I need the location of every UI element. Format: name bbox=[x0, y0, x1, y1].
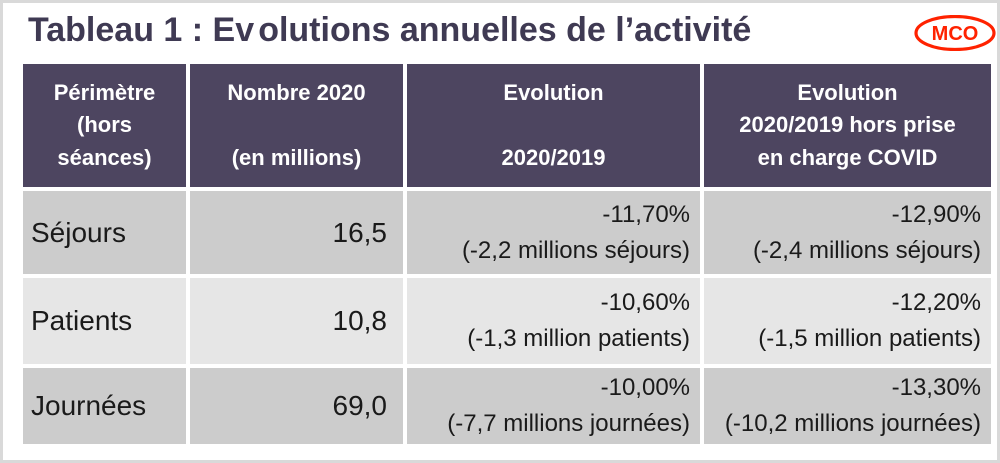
svg-text:MCO: MCO bbox=[932, 23, 979, 45]
